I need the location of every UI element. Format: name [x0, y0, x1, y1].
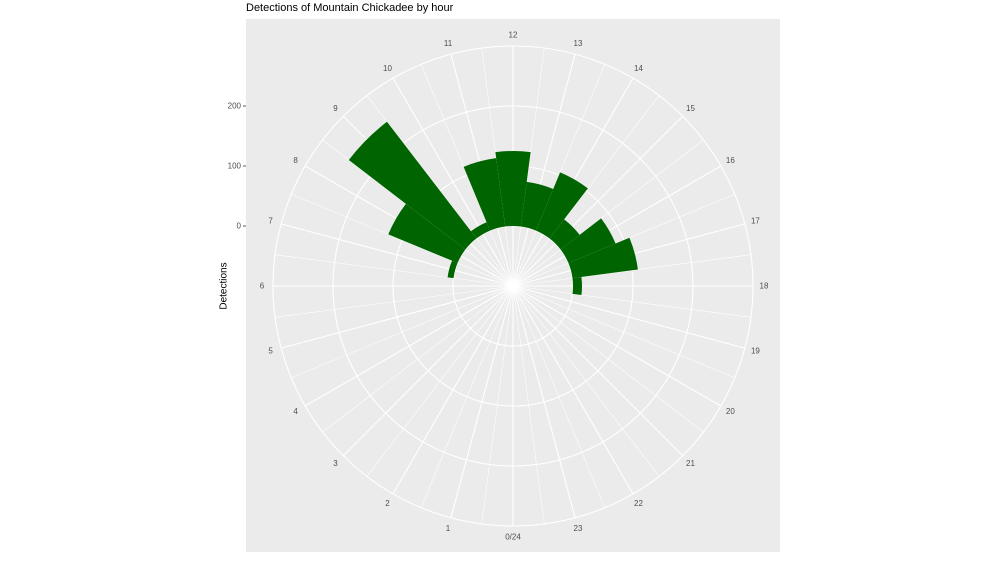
- grid-spoke-major: [512, 285, 576, 518]
- hour-label: 8: [293, 156, 298, 165]
- hour-label: 2: [385, 499, 390, 508]
- grid-spoke-major: [512, 115, 684, 287]
- bar-hour-9: [348, 121, 477, 250]
- hour-label: 13: [574, 39, 583, 48]
- bar-hour-10: [470, 222, 491, 239]
- bar-hour-18: [572, 276, 582, 296]
- bars: [348, 121, 638, 296]
- grid-spoke-major: [512, 165, 722, 287]
- hour-label: 9: [333, 104, 338, 113]
- grid-spoke-major: [512, 285, 634, 495]
- hour-label: 10: [383, 64, 392, 73]
- bar-hour-7: [447, 260, 458, 279]
- grid-spoke-minor: [512, 285, 704, 433]
- grid-spoke-minor: [512, 193, 735, 287]
- bar-hour-12: [495, 151, 531, 227]
- hour-label: 1: [446, 524, 451, 533]
- grid-spoke-minor: [481, 285, 514, 524]
- grid-spoke-minor: [275, 254, 514, 287]
- hour-labels: 0/24123456789101112131415161718192021222…: [260, 31, 769, 542]
- grid-spoke-minor: [512, 139, 704, 287]
- bar-hour-13: [520, 181, 554, 231]
- grid-spoke-major: [512, 285, 684, 457]
- grid-spoke-major: [304, 285, 514, 407]
- y-tick-label: 200: [228, 102, 242, 111]
- hour-label: 21: [686, 459, 695, 468]
- bar-hour-11: [463, 158, 506, 231]
- grid-spoke-major: [342, 285, 514, 457]
- hour-label: 14: [634, 64, 643, 73]
- y-axis: 0 100 200: [228, 102, 246, 231]
- hour-label: 6: [260, 282, 265, 291]
- grid-spoke-minor: [512, 48, 545, 287]
- hour-label: 19: [751, 346, 760, 355]
- grid-spoke-minor: [512, 285, 606, 508]
- grid-lines: [272, 45, 754, 527]
- hour-label: 12: [509, 31, 518, 40]
- grid-spoke-minor: [366, 285, 514, 477]
- grid-spoke-minor: [512, 285, 735, 379]
- hour-label: 18: [760, 282, 769, 291]
- grid-spoke-major: [512, 285, 722, 407]
- grid-spoke-minor: [512, 285, 660, 477]
- bar-hour-8: [388, 203, 466, 264]
- hour-label: 3: [333, 459, 338, 468]
- grid-spoke-minor: [512, 64, 606, 287]
- hour-label: 17: [751, 217, 760, 226]
- grid-spoke-major: [281, 285, 514, 349]
- hour-label: 0/24: [505, 533, 521, 542]
- grid-spoke-minor: [291, 285, 514, 379]
- grid-spoke-major: [392, 77, 514, 287]
- grid-spoke-minor: [420, 285, 514, 508]
- hour-label: 4: [293, 407, 298, 416]
- grid-spoke-major: [512, 54, 576, 287]
- chart-title: Detections of Mountain Chickadee by hour: [246, 2, 454, 14]
- grid-spoke-major: [281, 223, 514, 287]
- grid-spoke-major: [450, 285, 514, 518]
- grid-spoke-minor: [512, 285, 751, 318]
- hour-label: 20: [726, 407, 735, 416]
- grid-spoke-major: [512, 285, 745, 349]
- y-tick-label: 0: [237, 222, 242, 231]
- bar-hour-15: [549, 219, 580, 250]
- grid-spoke-minor: [322, 285, 514, 433]
- hour-label: 5: [268, 346, 273, 355]
- grid-spoke-minor: [512, 285, 545, 524]
- grid-spoke-minor: [275, 285, 514, 318]
- bar-hour-16: [560, 218, 616, 264]
- hour-label: 22: [634, 499, 643, 508]
- bar-hour-14: [535, 172, 588, 239]
- hour-label: 15: [686, 104, 695, 113]
- grid-spoke-minor: [481, 48, 514, 287]
- hour-label: 16: [726, 156, 735, 165]
- hour-label: 23: [574, 524, 583, 533]
- grid-spoke-major: [392, 285, 514, 495]
- y-tick-label: 100: [228, 162, 242, 171]
- bar-hour-17: [568, 237, 638, 279]
- hour-label: 11: [444, 39, 453, 48]
- hour-label: 7: [268, 217, 273, 226]
